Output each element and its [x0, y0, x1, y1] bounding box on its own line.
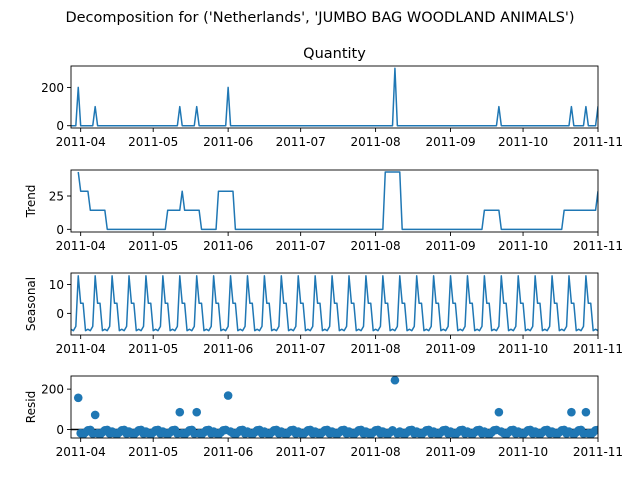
x-tick-label: 2011-10 [498, 239, 548, 253]
x-tick-label: 2011-09 [425, 445, 475, 459]
x-tick-label: 2011-11 [573, 342, 623, 356]
x-tick-label: 2011-06 [203, 445, 253, 459]
resid-point [567, 407, 576, 417]
x-tick-label: 2011-07 [276, 342, 326, 356]
resid-point [593, 425, 598, 435]
x-tick-label: 2011-04 [56, 135, 106, 149]
y-tick-label: 0 [56, 423, 64, 437]
y-tick-label: 200 [41, 383, 64, 397]
resid-point [223, 391, 233, 400]
figure-suptitle: Decomposition for ('Netherlands', 'JUMBO… [65, 10, 574, 26]
series-group [77, 171, 598, 231]
axes-frame [70, 272, 599, 336]
panel-1: Quantity 0 200 2011-04 2011-05 2011-06 2011-07… [41, 46, 623, 149]
x-tick-label: 2011-04 [56, 342, 106, 356]
x-tick-label: 2011-05 [128, 342, 178, 356]
panel-4: Resid 0 200 2011-04 2011-05 2011-06 2011-07 201… [24, 375, 623, 459]
x-tick-label: 2011-11 [573, 445, 623, 459]
series-group [71, 376, 598, 438]
x-tick-label: 2011-04 [56, 445, 106, 459]
resid-point [390, 376, 400, 385]
x-tick-label: 2011-06 [203, 342, 253, 356]
x-tick-label: 2011-08 [351, 445, 401, 459]
x-tick-label: 2011-11 [573, 135, 623, 149]
panel-ylabel: Seasonal [24, 277, 38, 331]
x-tick-label: 2011-08 [351, 342, 401, 356]
x-tick-label: 2011-11 [573, 239, 623, 253]
resid-point [175, 407, 185, 417]
series-group [71, 275, 598, 332]
x-tick-label: 2011-04 [56, 239, 106, 253]
panel-ylabel: Trend [24, 185, 38, 219]
y-tick-label: 10 [49, 278, 64, 292]
x-tick-label: 2011-06 [203, 239, 253, 253]
panel-2: Trend 0 25 2011-04 2011-05 2011-06 2011-07 2011… [24, 169, 623, 253]
panels-group: Quantity 0 200 2011-04 2011-05 2011-06 2011-07… [24, 46, 623, 459]
panel-3: Seasonal 0 10 2011-04 2011-05 2011-06 2011-07 2… [24, 272, 623, 356]
y-tick-label: 0 [56, 307, 64, 321]
x-tick-label: 2011-10 [498, 135, 548, 149]
panel-ylabel: Resid [24, 391, 38, 423]
axes-frame [70, 65, 599, 129]
x-tick-label: 2011-05 [128, 445, 178, 459]
series-group [71, 67, 598, 127]
series-line-quantity [71, 67, 598, 127]
x-tick-label: 2011-10 [498, 445, 548, 459]
y-tick-label: 0 [56, 119, 64, 133]
resid-point [192, 407, 202, 417]
x-tick-label: 2011-08 [351, 239, 401, 253]
resid-point [494, 407, 504, 417]
axes-frame [70, 375, 599, 439]
y-tick-label: 0 [56, 223, 64, 237]
x-tick-label: 2011-10 [498, 342, 548, 356]
series-line-trend [77, 171, 598, 231]
x-tick-label: 2011-07 [276, 135, 326, 149]
x-tick-label: 2011-09 [425, 135, 475, 149]
series-line-seasonal [71, 275, 598, 332]
x-tick-label: 2011-07 [276, 239, 326, 253]
x-tick-label: 2011-05 [128, 135, 178, 149]
x-tick-label: 2011-09 [425, 342, 475, 356]
resid-point [581, 407, 591, 417]
x-tick-label: 2011-05 [128, 239, 178, 253]
axes-frame [70, 169, 599, 233]
resid-point [90, 410, 100, 420]
resid-point [73, 393, 83, 403]
panel-title: Quantity [303, 46, 366, 62]
x-tick-label: 2011-08 [351, 135, 401, 149]
x-tick-label: 2011-07 [276, 445, 326, 459]
x-tick-label: 2011-06 [203, 135, 253, 149]
x-tick-label: 2011-09 [425, 239, 475, 253]
y-tick-label: 200 [41, 81, 64, 95]
y-tick-label: 25 [49, 190, 64, 204]
